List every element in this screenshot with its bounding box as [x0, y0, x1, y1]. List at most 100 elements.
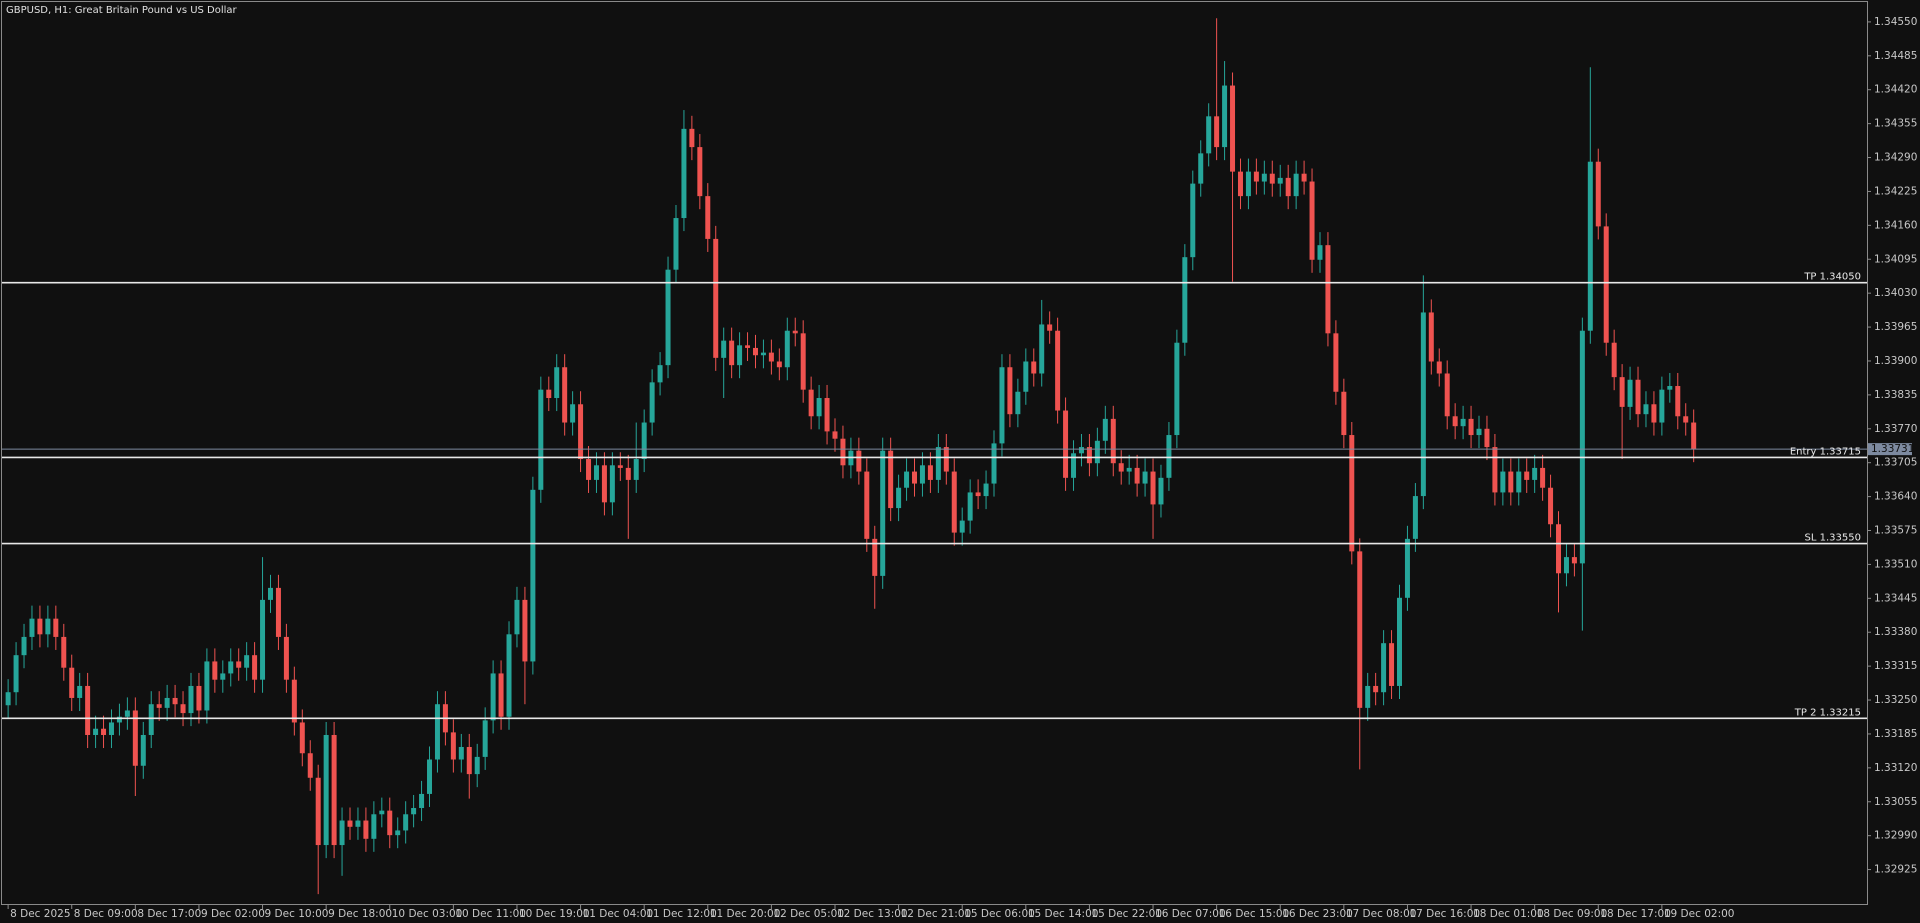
candle-body	[1071, 453, 1077, 478]
y-tick-label: 1.33705	[1874, 457, 1917, 469]
candle-body	[1158, 477, 1164, 505]
candle-body	[1373, 685, 1379, 693]
candle-body	[379, 810, 385, 815]
x-tick-label: 12 Dec 21:00	[901, 908, 972, 920]
candle-body	[951, 471, 957, 533]
candle-body	[156, 704, 162, 708]
candle-body	[935, 447, 941, 480]
candle-body	[1691, 422, 1697, 450]
candle-body	[275, 587, 281, 637]
x-tick-label: 10 Dec 11:00	[455, 908, 526, 920]
candle-body	[1524, 471, 1530, 480]
y-tick-label: 1.34225	[1874, 185, 1917, 197]
x-tick-label: 16 Dec 15:00	[1219, 908, 1290, 920]
candle-body	[919, 465, 925, 484]
candle-body	[1500, 471, 1506, 493]
candle-body	[1460, 418, 1466, 427]
candle-body	[912, 471, 918, 484]
candle-body	[840, 438, 846, 466]
candle-body	[1222, 85, 1228, 148]
plot-frame	[1, 1, 1868, 905]
y-tick-label: 1.33575	[1874, 525, 1917, 537]
candle-body	[212, 661, 218, 680]
candle-body	[689, 128, 695, 148]
x-tick-label: 15 Dec 22:00	[1091, 908, 1162, 920]
candle-body	[1293, 173, 1299, 197]
candle-body	[1484, 428, 1490, 448]
candle-body	[427, 759, 433, 794]
candle-body	[1381, 643, 1387, 693]
candle-body	[403, 814, 409, 831]
level-value: 1.33215	[1820, 707, 1861, 718]
candle-body	[61, 636, 67, 668]
x-tick-label: 15 Dec 06:00	[964, 908, 1035, 920]
candle-body	[752, 347, 758, 356]
candle-body	[450, 732, 456, 760]
level-value: 1.33550	[1820, 533, 1861, 544]
candle-body	[5, 692, 11, 706]
candle-body	[148, 704, 154, 735]
x-tick-label: 11 Dec 04:00	[583, 908, 654, 920]
y-tick-label: 1.33250	[1874, 694, 1917, 706]
y-tick-label: 1.33185	[1874, 728, 1917, 740]
candle-body	[188, 685, 194, 714]
level-value: 1.34050	[1820, 272, 1861, 283]
y-tick-label: 1.33445	[1874, 592, 1917, 604]
candle-body	[228, 661, 234, 674]
candle-body	[1476, 428, 1482, 436]
candle-body	[1436, 361, 1442, 374]
candle-body	[387, 810, 393, 836]
candle-body	[824, 398, 830, 432]
candle-body	[1230, 85, 1236, 172]
y-tick-label: 1.33835	[1874, 389, 1917, 401]
candle-body	[721, 340, 727, 358]
y-tick-label: 1.33055	[1874, 796, 1917, 808]
candle-body	[220, 673, 226, 680]
candle-body	[896, 487, 902, 509]
y-tick-label: 1.34355	[1874, 118, 1917, 130]
candle-body	[975, 492, 981, 497]
candle-body	[482, 720, 488, 757]
candle-body	[1039, 324, 1045, 374]
candle-body	[943, 447, 949, 472]
candle-body	[1174, 342, 1180, 436]
candle-body	[45, 618, 51, 635]
candle-body	[991, 443, 997, 484]
candle-body	[299, 722, 305, 754]
y-tick-label: 1.34550	[1874, 16, 1917, 28]
candle-body	[1126, 467, 1132, 472]
candle-body	[681, 128, 687, 219]
candle-body	[562, 367, 568, 423]
x-tick-label: 18 Dec 01:00	[1473, 908, 1544, 920]
candle-body	[1667, 386, 1673, 390]
candle-body	[252, 655, 258, 680]
candle-body	[411, 808, 417, 815]
x-tick-label: 11 Dec 12:00	[646, 908, 717, 920]
candle-body	[665, 269, 671, 366]
candle-body	[530, 489, 536, 662]
y-tick-label: 1.34160	[1874, 219, 1917, 231]
x-tick-label: 9 Dec 10:00	[265, 908, 329, 920]
candle-body	[1182, 257, 1188, 343]
candle-body	[784, 330, 790, 368]
candle-body	[872, 538, 878, 576]
candle-body	[593, 465, 599, 480]
candle-body	[888, 450, 894, 509]
candle-body	[1055, 330, 1061, 411]
candle-body	[101, 728, 107, 735]
candle-body	[1651, 404, 1657, 423]
candle-body	[196, 685, 202, 711]
candle-body	[363, 820, 369, 839]
candle-body	[172, 697, 178, 705]
candle-body	[323, 734, 329, 846]
candle-body	[1245, 171, 1251, 197]
candle-body	[339, 820, 345, 846]
x-tick-label: 16 Dec 23:00	[1282, 908, 1353, 920]
candle-body	[1166, 435, 1172, 478]
candle-body	[466, 746, 472, 775]
candle-body	[1317, 245, 1323, 260]
x-tick-label: 17 Dec 16:00	[1409, 908, 1480, 920]
candle-body	[904, 471, 910, 488]
